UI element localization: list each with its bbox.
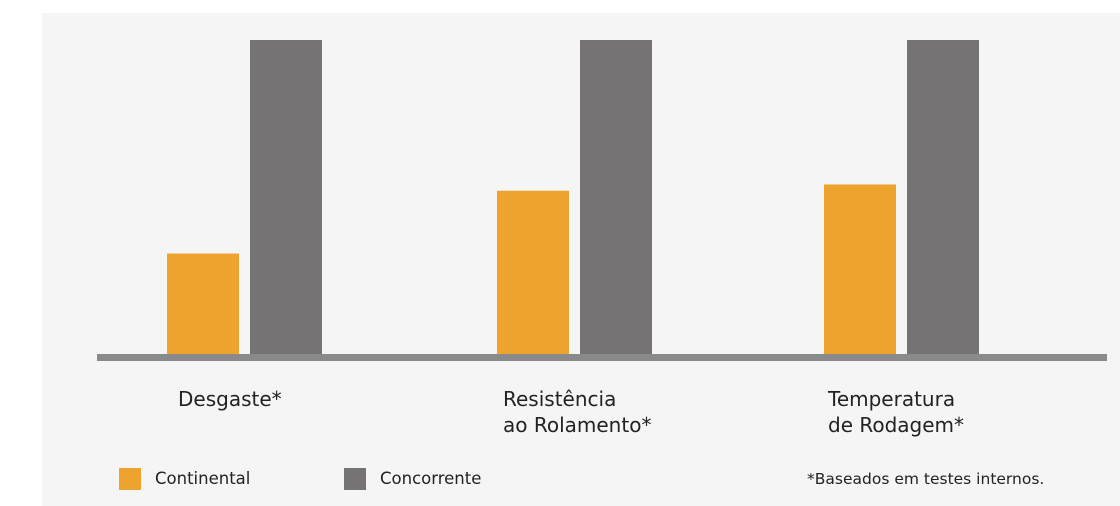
bar-continental-0 [167,253,239,354]
legend-label-concorrente: Concorrente [380,469,482,488]
bar-concorrente-0 [250,40,322,354]
bar-continental-1 [497,190,569,354]
bar-continental-2 [824,184,896,354]
legend-label-continental: Continental [155,469,251,488]
bar-concorrente-2 [907,40,979,354]
category-label-1: Resistência ao Rolamento* [503,387,652,437]
category-label-2: Temperatura de Rodagem* [828,387,965,437]
footnote: *Baseados em testes internos. [807,470,1045,488]
x-axis-baseline [97,354,1107,361]
bar-chart [97,40,1107,361]
category-label-0: Desgaste* [178,387,282,411]
chart-panel: Desgaste* Resistência ao Rolamento* Temper… [42,13,1120,506]
legend-swatch-continental [119,468,141,490]
bar-concorrente-1 [580,40,652,354]
legend-swatch-concorrente [344,468,366,490]
